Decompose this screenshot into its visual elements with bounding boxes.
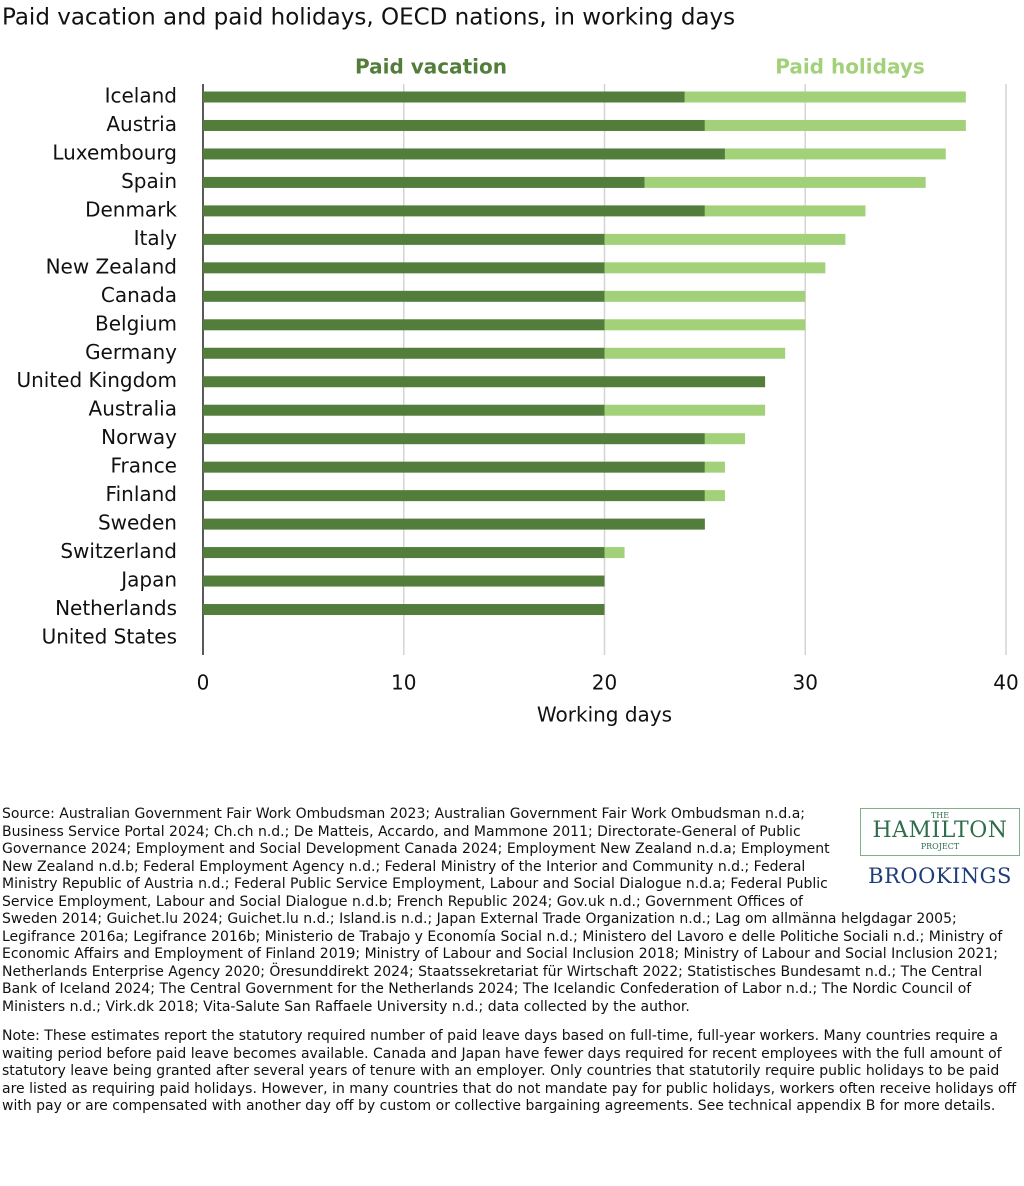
bar xyxy=(644,176,926,188)
bar xyxy=(684,91,966,103)
bar xyxy=(203,290,605,302)
footer: THE HAMILTON PROJECT BROOKINGS Source: A… xyxy=(2,806,1020,1128)
logo: THE HAMILTON PROJECT BROOKINGS xyxy=(860,808,1020,896)
y-tick-label: Australia xyxy=(89,397,177,421)
y-tick-label: Finland xyxy=(106,482,177,506)
bar xyxy=(203,347,605,359)
brookings-logo: BROOKINGS xyxy=(868,864,1012,888)
x-tick-label: 40 xyxy=(993,671,1018,695)
bar xyxy=(203,518,705,530)
bar xyxy=(203,262,605,274)
bar xyxy=(704,461,725,473)
bar xyxy=(604,347,786,359)
bar xyxy=(604,233,846,245)
legend-label: Paid vacation xyxy=(355,55,507,79)
logo-text: THE xyxy=(930,811,950,820)
y-tick-label: Switzerland xyxy=(60,539,177,563)
bar xyxy=(724,148,946,160)
bar xyxy=(604,319,806,331)
bar xyxy=(203,148,725,160)
bar xyxy=(203,575,605,587)
bar xyxy=(704,119,966,131)
bar xyxy=(203,490,705,502)
source: Source: Australian Government Fair Work … xyxy=(2,806,1003,1015)
x-axis-title: Working days xyxy=(537,703,672,727)
y-tick-label: Iceland xyxy=(105,84,177,108)
y-tick-label: Netherlands xyxy=(55,596,177,620)
bar xyxy=(704,433,746,445)
chart-title: Paid vacation and paid holidays, OECD na… xyxy=(2,5,735,31)
bar xyxy=(203,119,705,131)
y-tick-label: New Zealand xyxy=(46,254,177,278)
bar xyxy=(604,547,625,559)
y-tick-label: United States xyxy=(42,625,177,649)
x-tick-label: 30 xyxy=(793,671,818,695)
hamilton-logo: THE HAMILTON PROJECT xyxy=(860,808,1020,856)
y-tick-label: Italy xyxy=(134,226,178,250)
y-tick-label: Canada xyxy=(101,283,177,307)
bar xyxy=(203,176,645,188)
y-tick-label: Germany xyxy=(85,340,177,364)
y-tick-label: France xyxy=(110,454,177,478)
note: Note: These estimates report the statuto… xyxy=(2,1028,1017,1114)
bar xyxy=(604,262,826,274)
legend-label: Paid holidays xyxy=(775,55,925,79)
bar xyxy=(203,376,766,388)
x-tick-label: 20 xyxy=(592,671,617,695)
bar xyxy=(704,490,725,502)
bar xyxy=(203,233,605,245)
bar xyxy=(203,404,605,416)
y-tick-label: United Kingdom xyxy=(16,368,177,392)
logo-text: PROJECT xyxy=(920,842,960,851)
y-tick-label: Luxembourg xyxy=(52,140,177,164)
bar xyxy=(203,604,605,616)
y-tick-label: Sweden xyxy=(98,511,177,535)
bar xyxy=(604,290,806,302)
bar xyxy=(203,547,605,559)
bar xyxy=(203,319,605,331)
bar xyxy=(704,205,866,217)
x-tick-label: 10 xyxy=(391,671,416,695)
logo-text: HAMILTON xyxy=(872,818,1008,843)
y-tick-label: Denmark xyxy=(85,197,177,221)
bar xyxy=(203,205,705,217)
chart: Paid vacation and paid holidays, OECD na… xyxy=(2,5,1019,727)
bar xyxy=(203,461,705,473)
y-tick-label: Japan xyxy=(119,568,177,592)
y-tick-label: Norway xyxy=(101,425,177,449)
bar xyxy=(203,91,685,103)
x-tick-label: 0 xyxy=(197,671,210,695)
bar xyxy=(604,404,766,416)
y-tick-label: Spain xyxy=(121,169,177,193)
y-tick-label: Belgium xyxy=(95,311,177,335)
bar xyxy=(203,433,705,445)
y-tick-label: Austria xyxy=(106,112,177,136)
